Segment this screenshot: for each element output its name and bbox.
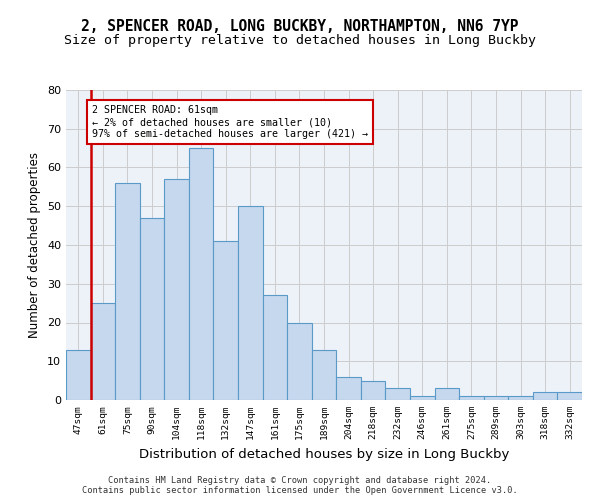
Text: 2, SPENCER ROAD, LONG BUCKBY, NORTHAMPTON, NN6 7YP: 2, SPENCER ROAD, LONG BUCKBY, NORTHAMPTO… — [81, 19, 519, 34]
Bar — [361, 380, 385, 400]
Bar — [189, 148, 214, 400]
Bar — [508, 396, 533, 400]
Bar — [164, 179, 189, 400]
Bar — [312, 350, 336, 400]
Text: 2 SPENCER ROAD: 61sqm
← 2% of detached houses are smaller (10)
97% of semi-detac: 2 SPENCER ROAD: 61sqm ← 2% of detached h… — [92, 106, 368, 138]
Bar — [214, 241, 238, 400]
Bar — [238, 206, 263, 400]
Bar — [410, 396, 434, 400]
Text: Size of property relative to detached houses in Long Buckby: Size of property relative to detached ho… — [64, 34, 536, 47]
Bar — [66, 350, 91, 400]
Bar — [91, 303, 115, 400]
Bar — [484, 396, 508, 400]
Bar — [385, 388, 410, 400]
Bar — [533, 392, 557, 400]
Bar — [434, 388, 459, 400]
Bar — [287, 322, 312, 400]
Y-axis label: Number of detached properties: Number of detached properties — [28, 152, 41, 338]
X-axis label: Distribution of detached houses by size in Long Buckby: Distribution of detached houses by size … — [139, 448, 509, 460]
Bar — [459, 396, 484, 400]
Bar — [140, 218, 164, 400]
Bar — [336, 377, 361, 400]
Bar — [557, 392, 582, 400]
Text: Contains HM Land Registry data © Crown copyright and database right 2024.
Contai: Contains HM Land Registry data © Crown c… — [82, 476, 518, 495]
Bar — [115, 183, 140, 400]
Bar — [263, 296, 287, 400]
